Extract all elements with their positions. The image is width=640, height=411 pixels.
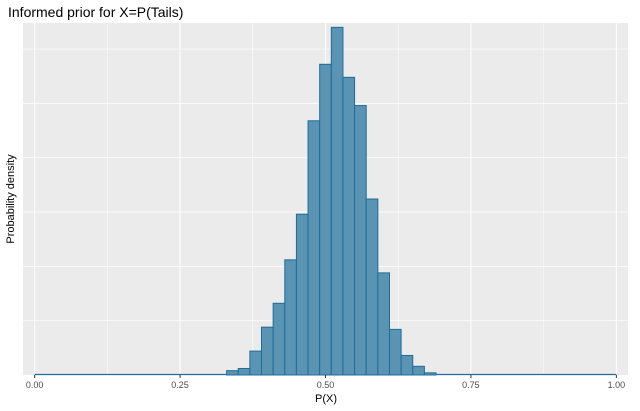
histogram-bar — [237, 367, 251, 376]
histogram-bar — [226, 370, 239, 376]
histogram-bar — [330, 26, 344, 376]
x-tick-label: 0.50 — [317, 380, 335, 390]
histogram-bar — [388, 328, 402, 376]
histogram-bar — [400, 354, 414, 376]
x-tick-label: 1.00 — [608, 380, 626, 390]
histogram-bar — [354, 105, 367, 376]
histogram-bars — [34, 26, 617, 376]
histogram-bar — [261, 326, 274, 376]
histogram-bar — [272, 302, 286, 376]
histogram-bar — [307, 120, 321, 376]
histogram-bar — [319, 63, 332, 376]
x-tick-label: 0.25 — [171, 380, 189, 390]
histogram-bar — [377, 272, 390, 376]
x-axis-ticks: 0.00 0.25 0.50 0.75 1.00 — [26, 375, 625, 390]
chart-title: Informed prior for X=P(Tails) — [8, 4, 183, 20]
histogram-bar — [295, 213, 309, 376]
histogram-bar — [365, 198, 379, 376]
histogram-bar — [342, 76, 356, 376]
x-tick-label: 0.75 — [462, 380, 480, 390]
histogram-bar — [249, 350, 263, 376]
histogram-bar — [423, 372, 437, 376]
x-tick-label: 0.00 — [26, 380, 44, 390]
histogram-bar — [284, 259, 297, 376]
y-axis-label: Probability density — [5, 154, 17, 244]
histogram-bar — [412, 365, 425, 376]
x-axis-label: P(X) — [315, 393, 337, 405]
